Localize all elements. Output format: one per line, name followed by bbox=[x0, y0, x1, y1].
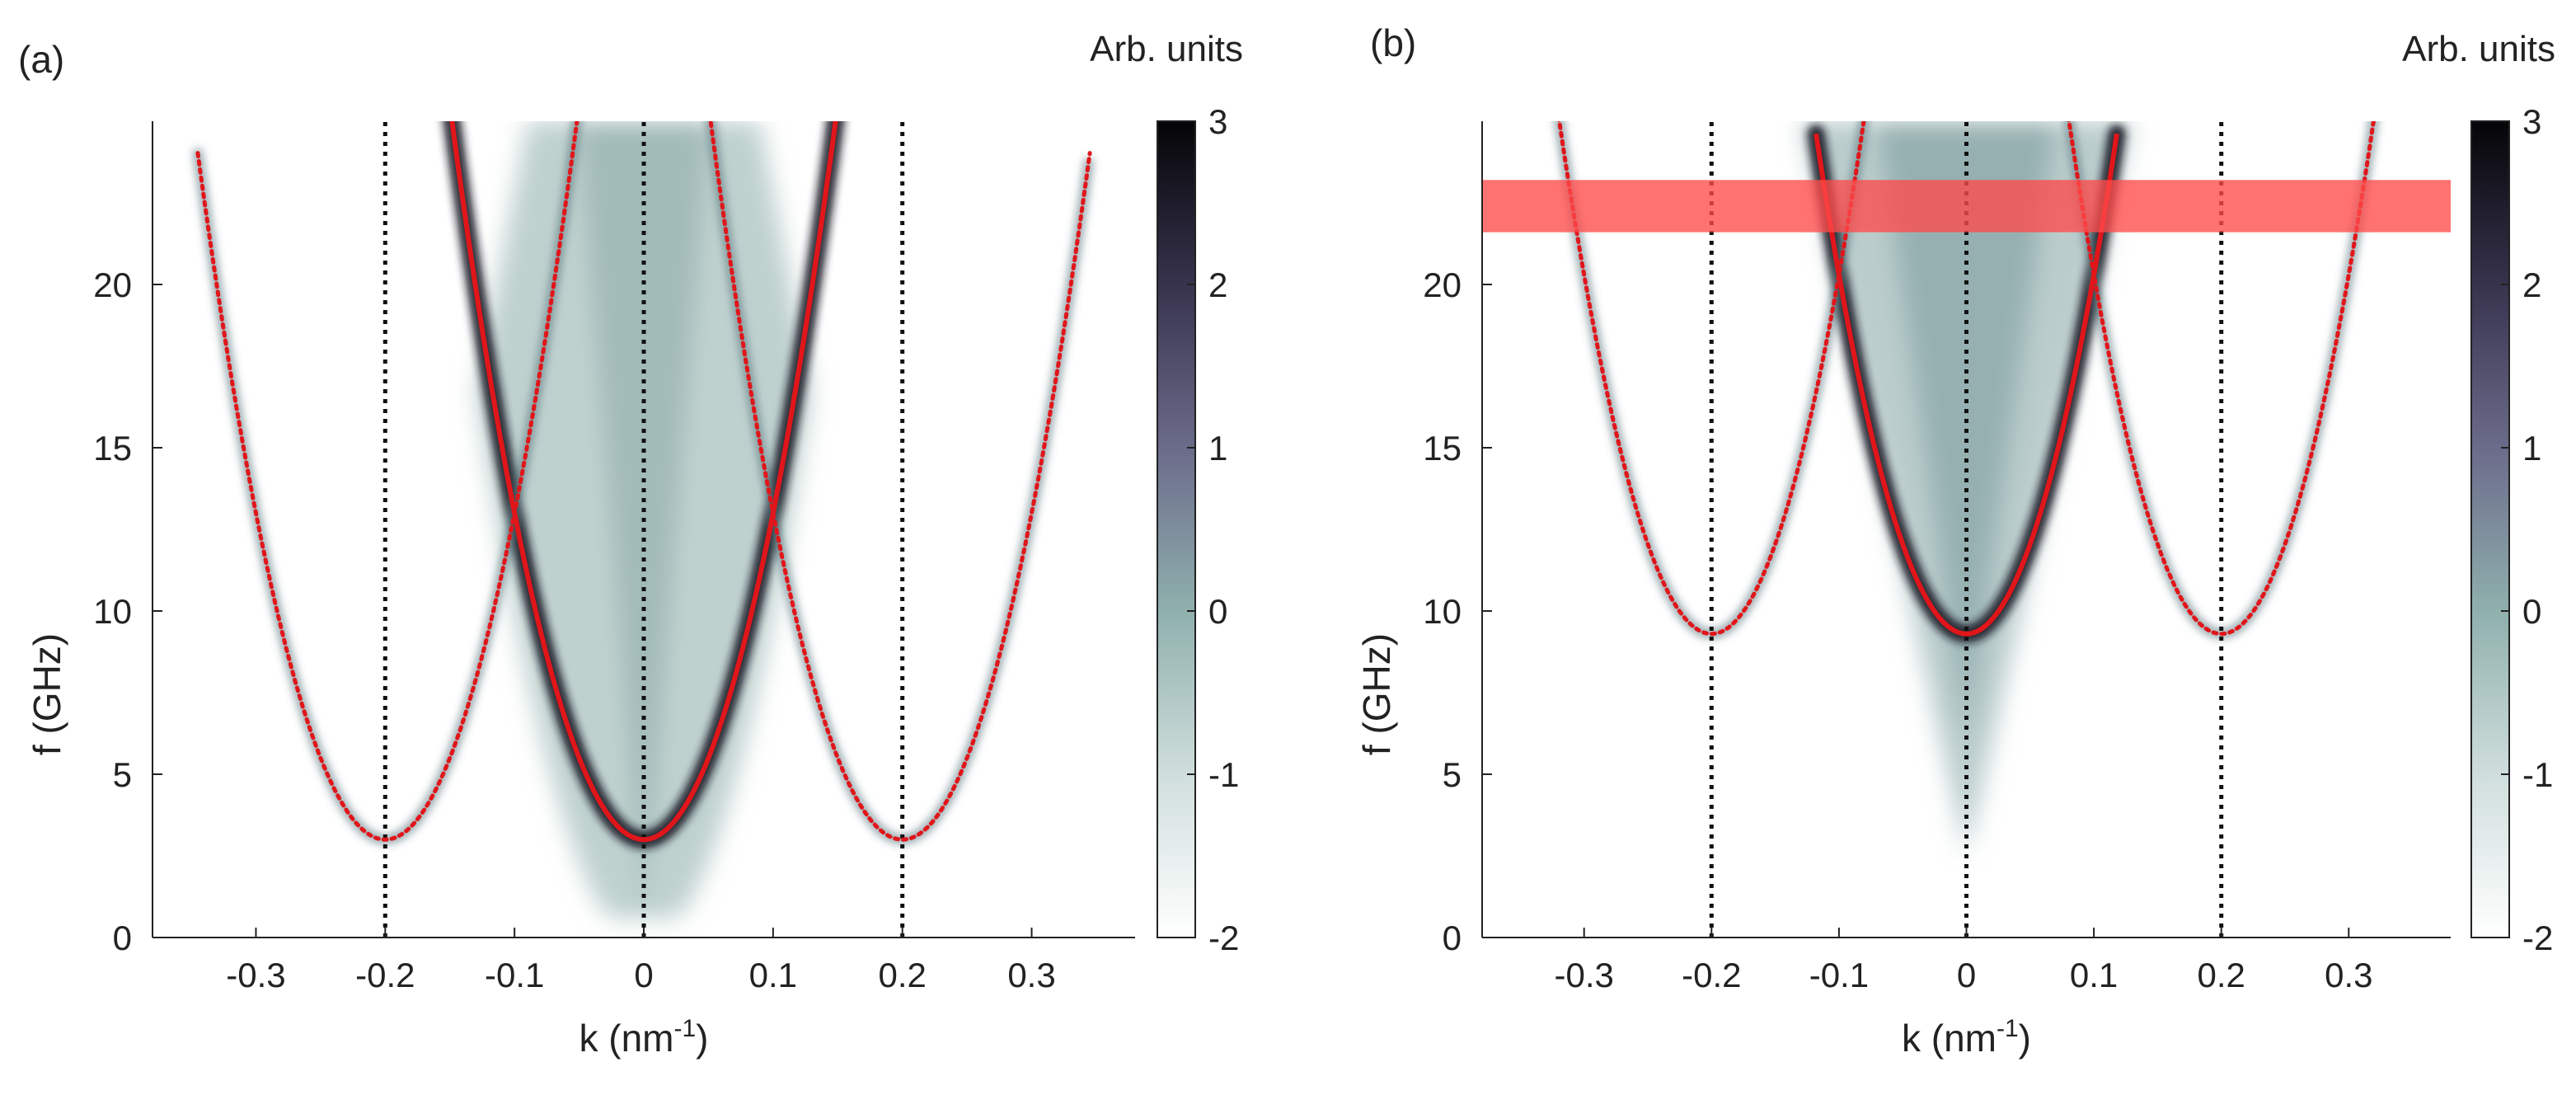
x-axis-label-main: k (nm bbox=[579, 1017, 673, 1060]
y-tick-label: 20 bbox=[93, 266, 132, 304]
colorbar-title: Arb. units bbox=[2402, 29, 2555, 69]
y-tick-label: 10 bbox=[1423, 592, 1462, 631]
colorbar-tick-label: 2 bbox=[2522, 266, 2541, 304]
colorbar-tick-label: -1 bbox=[2522, 755, 2553, 794]
y-tick-label: 15 bbox=[1423, 429, 1462, 468]
x-axis-label-sup: -1 bbox=[1997, 1015, 2019, 1042]
x-tick-label: -0.2 bbox=[355, 956, 415, 994]
x-tick-label: -0.1 bbox=[485, 956, 544, 994]
x-axis-label-close: ) bbox=[696, 1017, 708, 1060]
y-tick-label: 0 bbox=[113, 919, 132, 957]
x-tick-label: -0.3 bbox=[1554, 956, 1613, 994]
colorbar-tick-label: -2 bbox=[2522, 919, 2553, 957]
plot-area bbox=[1482, 121, 2451, 938]
x-tick-label: 0.2 bbox=[878, 956, 926, 994]
x-axis-label-sup: -1 bbox=[673, 1015, 696, 1042]
colorbar bbox=[1157, 120, 1196, 938]
dispersion-folded-right bbox=[708, 121, 1092, 842]
plot-area bbox=[152, 121, 1135, 938]
colorbar-tick-label: 3 bbox=[2522, 102, 2541, 141]
colorbar-tick-label: 2 bbox=[1208, 266, 1227, 304]
colorbar bbox=[2470, 120, 2510, 938]
dispersion-folded-left bbox=[1557, 121, 1866, 637]
x-tick-label: -0.1 bbox=[1809, 956, 1869, 994]
x-tick-label: 0 bbox=[1957, 956, 1976, 994]
y-tick-label: 10 bbox=[93, 592, 132, 631]
x-tick-label: 0.1 bbox=[749, 956, 797, 994]
y-tick-label: 15 bbox=[93, 429, 132, 468]
x-axis-label-close: ) bbox=[2019, 1017, 2031, 1060]
y-tick-label: 20 bbox=[1423, 266, 1462, 304]
x-tick-label: 0.1 bbox=[2070, 956, 2118, 994]
colorbar-title: Arb. units bbox=[1090, 29, 1243, 69]
y-tick-label: 0 bbox=[1443, 919, 1462, 957]
y-axis-label: f (GHz) bbox=[26, 633, 68, 755]
x-tick-label: 0.2 bbox=[2198, 956, 2245, 994]
x-tick-label: -0.2 bbox=[1682, 956, 1741, 994]
panel-label: (a) bbox=[18, 38, 64, 81]
colorbar-tick-label: 0 bbox=[1208, 592, 1227, 631]
x-axis-label: k (nm-1) bbox=[1902, 1015, 2031, 1060]
colorbar-tick-label: 1 bbox=[1208, 429, 1227, 468]
x-tick-label: 0.3 bbox=[1007, 956, 1055, 994]
colorbar-tick-label: -1 bbox=[1208, 755, 1239, 794]
highlight-band bbox=[1482, 180, 2451, 233]
panel-label: (b) bbox=[1370, 21, 1416, 64]
x-axis-label: k (nm-1) bbox=[579, 1015, 708, 1060]
dispersion-folded-left bbox=[195, 121, 579, 842]
y-tick-label: 5 bbox=[113, 755, 132, 794]
x-tick-label: -0.3 bbox=[226, 956, 285, 994]
colorbar-tick-label: -2 bbox=[1208, 919, 1239, 957]
y-tick-label: 5 bbox=[1443, 755, 1462, 794]
y-axis-label: f (GHz) bbox=[1355, 633, 1398, 755]
x-axis-label-main: k (nm bbox=[1902, 1017, 1997, 1060]
colorbar-tick-label: 3 bbox=[1208, 102, 1227, 141]
colorbar-tick-label: 1 bbox=[2522, 429, 2541, 468]
colorbar-tick-label: 0 bbox=[2522, 592, 2541, 631]
dispersion-folded-right bbox=[2067, 121, 2376, 637]
x-tick-label: 0 bbox=[634, 956, 653, 994]
x-tick-label: 0.3 bbox=[2325, 956, 2372, 994]
dispersion-fundamental bbox=[1814, 133, 2119, 637]
